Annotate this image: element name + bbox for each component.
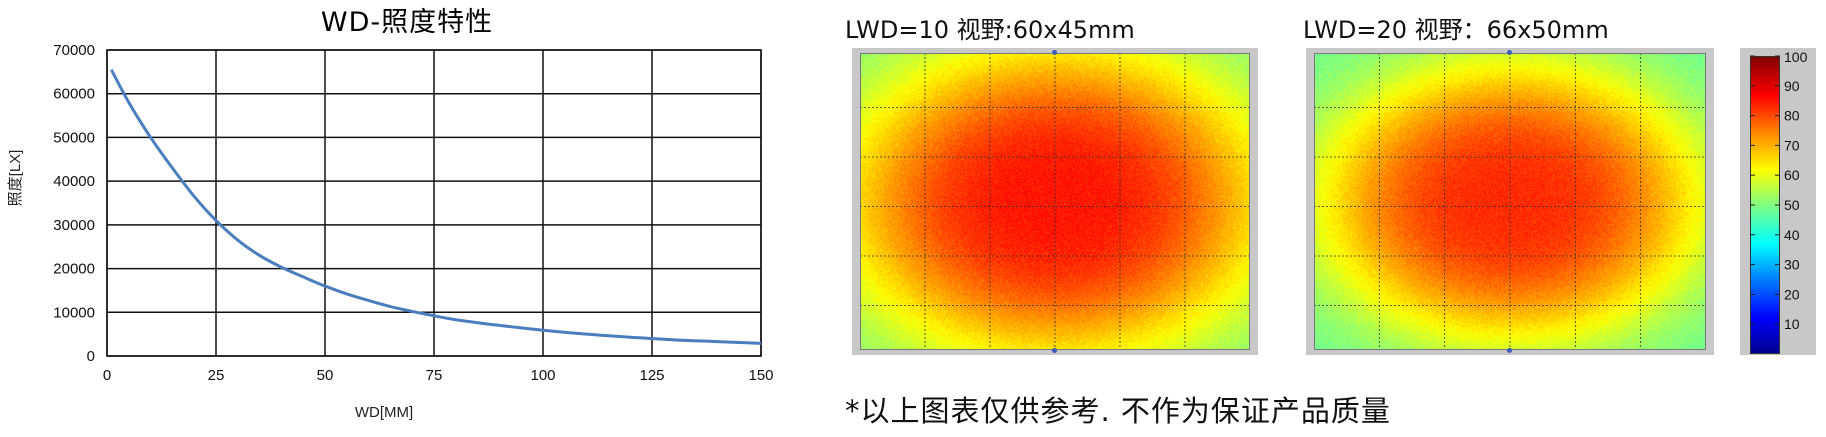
x-tick-labels: 0 25 50 75 100 125 150 (103, 367, 774, 384)
colorbar-tick-label: 50 (1784, 197, 1800, 213)
y-tick-label: 20000 (53, 261, 95, 278)
marker-dot (1507, 348, 1512, 353)
footnote: *以上图表仅供参考. 不作为保证产品质量 (845, 394, 1391, 428)
colorbar-tick-label: 30 (1784, 257, 1800, 273)
heatmap-2 (1306, 48, 1714, 355)
heatmap-1-grid (860, 53, 1250, 350)
colorbar-tick-label: 80 (1784, 108, 1800, 124)
colorbar: 100 90 80 70 60 50 40 30 20 10 (1740, 48, 1816, 355)
y-tick-label: 40000 (53, 173, 95, 190)
marker-dot (1052, 348, 1057, 353)
y-tick-label: 60000 (53, 86, 95, 103)
y-axis-label: 照度[LX] (7, 150, 24, 207)
colorbar-tick-label: 90 (1784, 78, 1800, 94)
colorbar-tick-label: 40 (1784, 227, 1800, 243)
x-tick-label: 75 (426, 367, 443, 384)
series-line (110, 68, 762, 345)
colorbar-tick-label: 70 (1784, 137, 1800, 153)
y-tick-label: 30000 (53, 217, 95, 234)
y-tick-label: 0 (87, 348, 95, 365)
x-tick-label: 100 (530, 367, 555, 384)
heatmap-1-title: LWD=10 视野:60x45mm (845, 16, 1135, 44)
x-tick-label: 125 (639, 367, 664, 384)
colorbar-ticks: 100 90 80 70 60 50 40 30 20 10 (1750, 49, 1808, 332)
x-tick-label: 25 (208, 367, 225, 384)
heatmap-2-title: LWD=20 视野：66x50mm (1303, 16, 1609, 44)
y-tick-label: 50000 (53, 129, 95, 146)
colorbar-tick-label: 100 (1784, 49, 1808, 65)
y-tick-label: 10000 (53, 304, 95, 321)
x-tick-label: 150 (748, 367, 773, 384)
marker-dot (1507, 50, 1512, 55)
heatmap-1 (852, 48, 1258, 355)
wd-illuminance-chart: WD-照度特性 0 10000 20000 30000 40000 50000 60000 7… (7, 7, 774, 421)
chart-grid (106, 49, 762, 357)
colorbar-tick-label: 60 (1784, 167, 1800, 183)
colorbar-tick-label: 20 (1784, 286, 1800, 302)
x-axis-label: WD[MM] (355, 404, 413, 421)
marker-dot (1052, 50, 1057, 55)
x-tick-label: 50 (317, 367, 334, 384)
chart-title: WD-照度特性 (321, 7, 493, 38)
colorbar-tick-label: 10 (1784, 316, 1800, 332)
y-tick-label: 70000 (53, 42, 95, 59)
y-tick-labels: 0 10000 20000 30000 40000 50000 60000 70000 (53, 42, 95, 365)
heatmap-2-grid (1314, 53, 1706, 350)
x-tick-label: 0 (103, 367, 111, 384)
